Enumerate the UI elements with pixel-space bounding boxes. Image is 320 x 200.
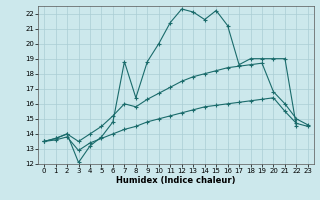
X-axis label: Humidex (Indice chaleur): Humidex (Indice chaleur) (116, 176, 236, 185)
